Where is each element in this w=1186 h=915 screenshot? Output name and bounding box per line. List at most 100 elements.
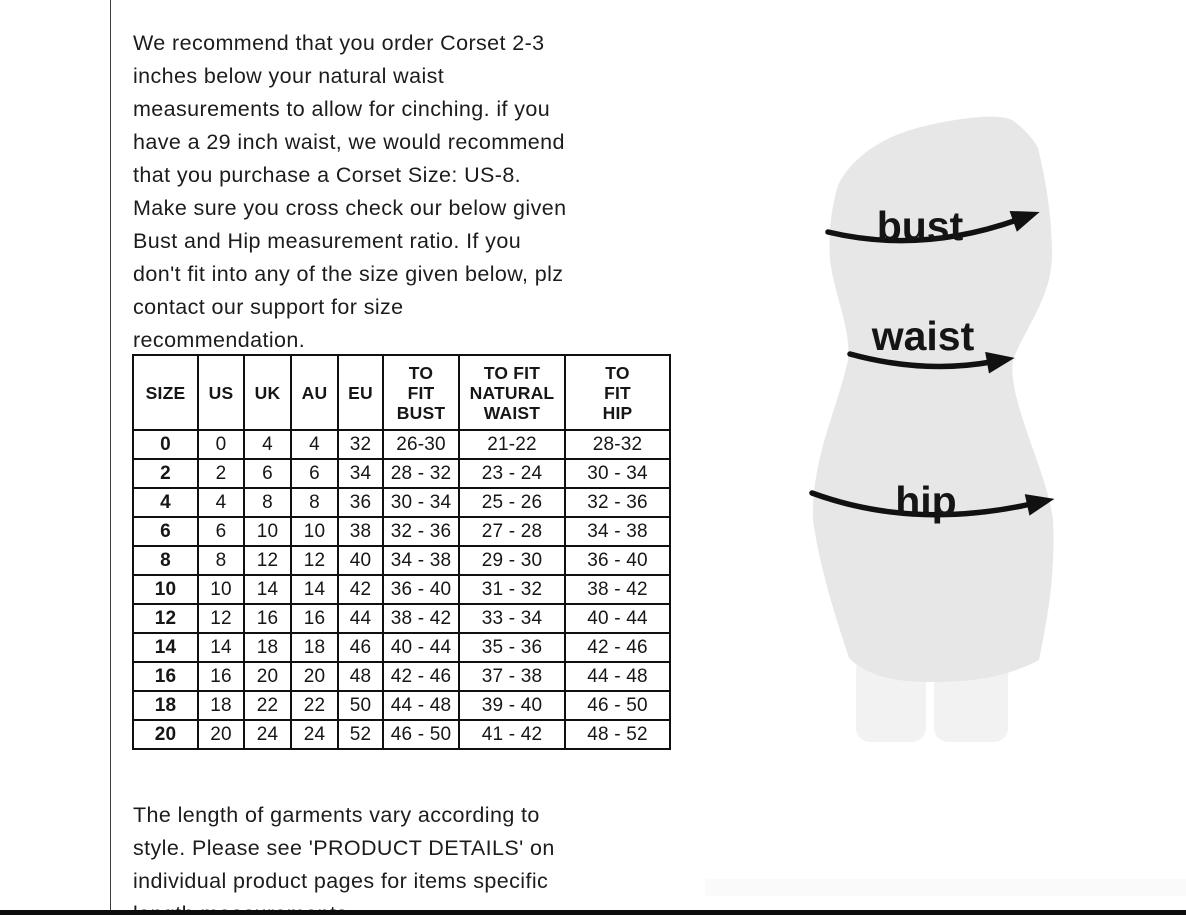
table-cell: 40 (337, 545, 384, 576)
bust-arrow-icon (825, 210, 1040, 244)
table-cell: 28-32 (564, 429, 671, 460)
size-row-8: 8 8 12 12 40 34 - 38 29 - 30 36 - 40 (132, 545, 671, 576)
table-cell: 0 (132, 429, 199, 460)
table-cell: 22 (243, 690, 292, 721)
table-cell: 50 (337, 690, 384, 721)
table-cell: 32 (337, 429, 384, 460)
column-header-size: SIZE (132, 354, 199, 431)
column-header-uk: UK (243, 354, 292, 431)
table-cell: 16 (132, 661, 199, 692)
measurement-figure: bust waist hip (795, 100, 1105, 800)
table-cell: 16 (197, 661, 245, 692)
waist-label: waist (871, 313, 975, 359)
table-cell: 27 - 28 (458, 516, 566, 547)
table-cell: 22 (290, 690, 339, 721)
table-cell: 28 - 32 (382, 458, 460, 489)
bust-label: bust (877, 203, 964, 249)
intro-paragraph: We recommend that you order Corset 2-3 i… (133, 30, 567, 352)
table-cell: 10 (197, 574, 245, 605)
table-cell: 42 - 46 (382, 661, 460, 692)
table-cell: 12 (243, 545, 292, 576)
column-header-to-fit-hip: TO FIT HIP (564, 354, 671, 431)
table-cell: 32 - 36 (564, 487, 671, 518)
table-cell: 20 (290, 661, 339, 692)
bottom-border (0, 910, 1186, 915)
table-cell: 26-30 (382, 429, 460, 460)
table-cell: 34 - 38 (382, 545, 460, 576)
table-cell: 35 - 36 (458, 632, 566, 663)
waist-arrow-icon (847, 351, 1015, 374)
table-cell: 36 - 40 (382, 574, 460, 605)
table-cell: 18 (243, 632, 292, 663)
table-cell: 39 - 40 (458, 690, 566, 721)
table-cell: 38 - 42 (564, 574, 671, 605)
table-cell: 44 (337, 603, 384, 634)
table-cell: 8 (243, 487, 292, 518)
column-header-us: US (197, 354, 245, 431)
table-cell: 40 - 44 (564, 603, 671, 634)
size-row-18: 18 18 22 22 50 44 - 48 39 - 40 46 - 50 (132, 690, 671, 721)
table-cell: 52 (337, 719, 384, 750)
table-cell: 6 (197, 516, 245, 547)
table-cell: 30 - 34 (564, 458, 671, 489)
table-cell: 20 (197, 719, 245, 750)
table-cell: 37 - 38 (458, 661, 566, 692)
table-cell: 21-22 (458, 429, 566, 460)
table-cell: 18 (197, 690, 245, 721)
table-cell: 31 - 32 (458, 574, 566, 605)
table-cell: 10 (243, 516, 292, 547)
table-cell: 30 - 34 (382, 487, 460, 518)
table-cell: 2 (197, 458, 245, 489)
hip-arrow-icon (809, 490, 1055, 518)
table-cell: 38 - 42 (382, 603, 460, 634)
table-cell: 18 (132, 690, 199, 721)
size-row-20: 20 20 24 24 52 46 - 50 41 - 42 48 - 52 (132, 719, 671, 750)
table-cell: 25 - 26 (458, 487, 566, 518)
table-cell: 0 (197, 429, 245, 460)
size-row-0: 0 0 4 4 32 26-30 21-22 28-32 (132, 429, 671, 460)
size-table-body: 0 0 4 4 32 26-30 21-22 28-32 2 2 6 6 34 28 - 32 23 - 2… (132, 429, 671, 750)
size-row-16: 16 16 20 20 48 42 - 46 37 - 38 44 - 48 (132, 661, 671, 692)
table-cell: 14 (290, 574, 339, 605)
table-cell: 6 (132, 516, 199, 547)
table-cell: 16 (243, 603, 292, 634)
table-cell: 8 (132, 545, 199, 576)
table-cell: 36 - 40 (564, 545, 671, 576)
column-header-au: AU (290, 354, 339, 431)
table-cell: 33 - 34 (458, 603, 566, 634)
table-cell: 4 (290, 429, 339, 460)
table-cell: 12 (197, 603, 245, 634)
table-cell: 42 (337, 574, 384, 605)
table-cell: 42 - 46 (564, 632, 671, 663)
table-cell: 4 (197, 487, 245, 518)
table-cell: 4 (243, 429, 292, 460)
table-cell: 32 - 36 (382, 516, 460, 547)
table-cell: 34 - 38 (564, 516, 671, 547)
table-cell: 14 (197, 632, 245, 663)
table-cell: 10 (290, 516, 339, 547)
table-cell: 29 - 30 (458, 545, 566, 576)
table-cell: 46 (337, 632, 384, 663)
table-cell: 44 - 48 (382, 690, 460, 721)
table-cell: 8 (290, 487, 339, 518)
size-row-2: 2 2 6 6 34 28 - 32 23 - 24 30 - 34 (132, 458, 671, 489)
footer-note: The length of garments vary according to… (133, 802, 555, 915)
table-cell: 14 (243, 574, 292, 605)
table-cell: 8 (197, 545, 245, 576)
table-cell: 46 - 50 (564, 690, 671, 721)
hip-label: hip (895, 478, 956, 524)
size-table: SIZE US UK AU EU TO FIT BUST TO FIT NATURAL WA… (132, 354, 671, 750)
table-cell: 24 (243, 719, 292, 750)
size-row-10: 10 10 14 14 42 36 - 40 31 - 32 38 - 42 (132, 574, 671, 605)
table-cell: 20 (132, 719, 199, 750)
table-cell: 16 (290, 603, 339, 634)
size-table-header: SIZE US UK AU EU TO FIT BUST TO FIT NATURAL WA… (132, 354, 671, 431)
scan-shadow-band (705, 879, 1186, 896)
column-header-to-fit-bust: TO FIT BUST (382, 354, 460, 431)
figure-torso (812, 116, 1054, 682)
column-header-eu: EU (337, 354, 384, 431)
table-cell: 12 (132, 603, 199, 634)
size-row-6: 6 6 10 10 38 32 - 36 27 - 28 34 - 38 (132, 516, 671, 547)
table-cell: 48 - 52 (564, 719, 671, 750)
